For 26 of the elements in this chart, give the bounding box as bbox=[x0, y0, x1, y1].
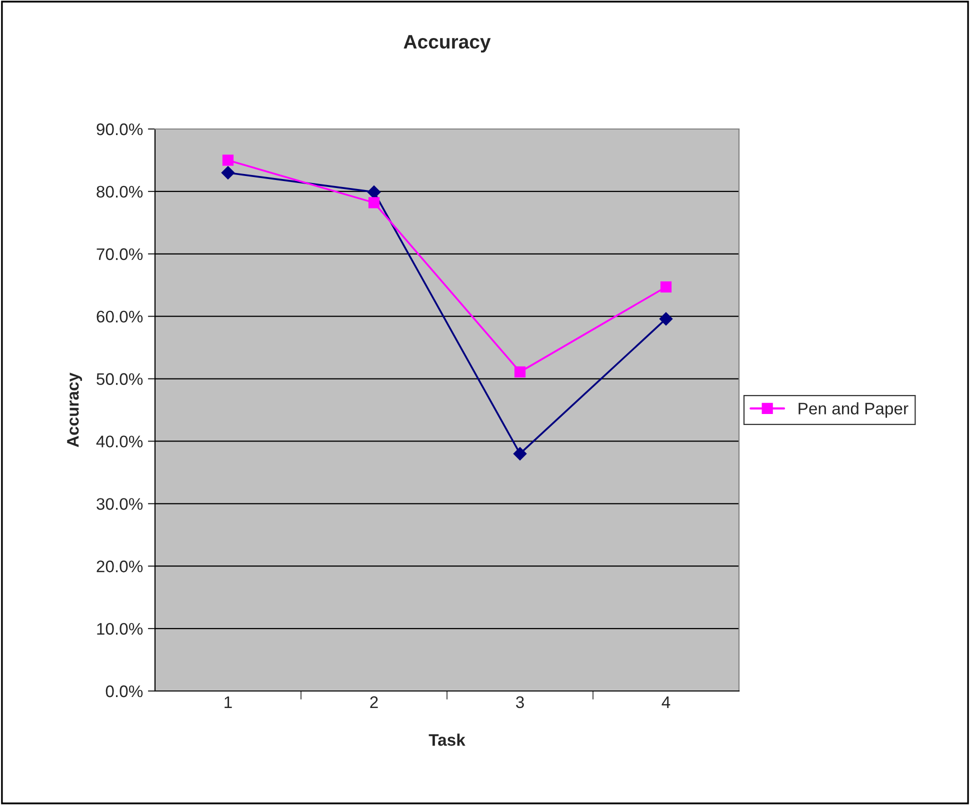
y-tick-label: 40.0% bbox=[96, 436, 143, 448]
y-tick-label: 70.0% bbox=[96, 248, 143, 260]
x-tick-label: 3 bbox=[516, 696, 524, 708]
point bbox=[221, 166, 235, 180]
x-tick-label: 4 bbox=[662, 696, 670, 708]
y-axis-title: Accuracy bbox=[67, 372, 82, 448]
y-tick-label: 80.0% bbox=[96, 186, 143, 198]
point bbox=[659, 312, 673, 326]
y-tick-label: 30.0% bbox=[96, 498, 143, 510]
x-axis-title: Task bbox=[428, 734, 466, 746]
point bbox=[514, 366, 526, 378]
x-tick-label: 2 bbox=[370, 696, 378, 708]
point bbox=[368, 197, 380, 208]
y-tick-label: 10.0% bbox=[97, 622, 143, 635]
y-tick-label: 20.0% bbox=[96, 560, 143, 572]
legend-label: Pen and Paper bbox=[798, 402, 908, 418]
x-tick-label: 1 bbox=[224, 696, 232, 708]
point bbox=[222, 154, 234, 166]
y-tick-label: 60.0% bbox=[96, 310, 143, 323]
point bbox=[367, 185, 381, 199]
y-tick-label: 50.0% bbox=[96, 373, 143, 385]
y-tick-label: 90.0% bbox=[96, 123, 143, 136]
point bbox=[660, 281, 672, 293]
point bbox=[513, 447, 527, 460]
y-tick-label: 0.0% bbox=[106, 685, 143, 698]
chart-title: Accuracy bbox=[404, 35, 491, 52]
